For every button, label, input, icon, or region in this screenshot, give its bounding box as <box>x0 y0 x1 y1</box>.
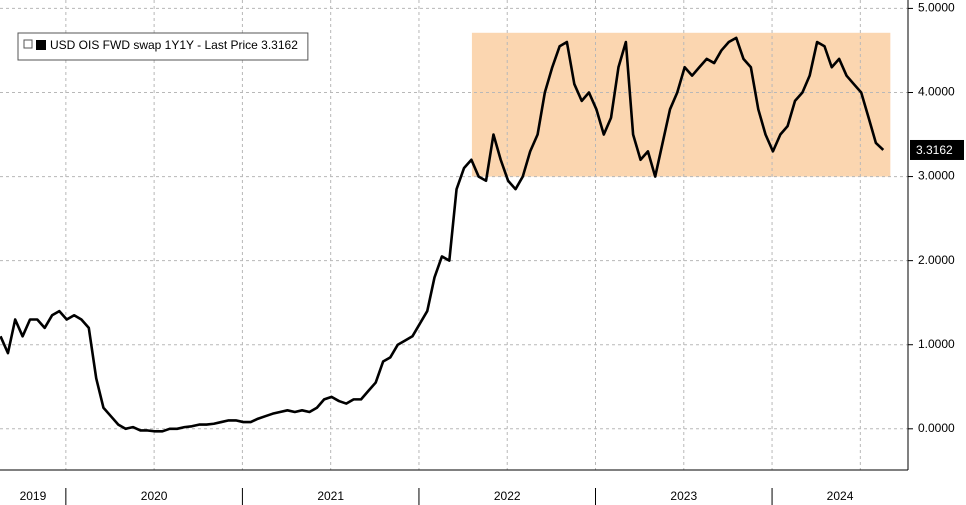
x-tick-label: 2023 <box>670 489 697 503</box>
legend-toggle <box>23 39 33 49</box>
legend-label: USD OIS FWD swap 1Y1Y - Last Price 3.316… <box>50 38 298 52</box>
y-tick-label: 0.0000 <box>918 421 955 435</box>
x-tick-label: 2024 <box>827 489 854 503</box>
y-tick-label: 5.0000 <box>918 1 955 15</box>
legend-swatch <box>36 40 46 50</box>
y-tick-label: 2.0000 <box>918 253 955 267</box>
x-tick-label: 2020 <box>141 489 168 503</box>
legend: USD OIS FWD swap 1Y1Y - Last Price 3.316… <box>17 32 309 61</box>
x-tick-label: 2022 <box>494 489 521 503</box>
y-tick-label: 4.0000 <box>918 85 955 99</box>
legend-box <box>17 32 309 61</box>
y-tick-label: 1.0000 <box>918 337 955 351</box>
y-tick-label: 3.0000 <box>918 169 955 183</box>
last-price-box <box>910 139 964 160</box>
last-price-label: 3.3162 <box>916 143 953 157</box>
x-tick-label: 2021 <box>317 489 344 503</box>
line-series <box>0 36 885 433</box>
x-tick-label: 2019 <box>20 489 47 503</box>
